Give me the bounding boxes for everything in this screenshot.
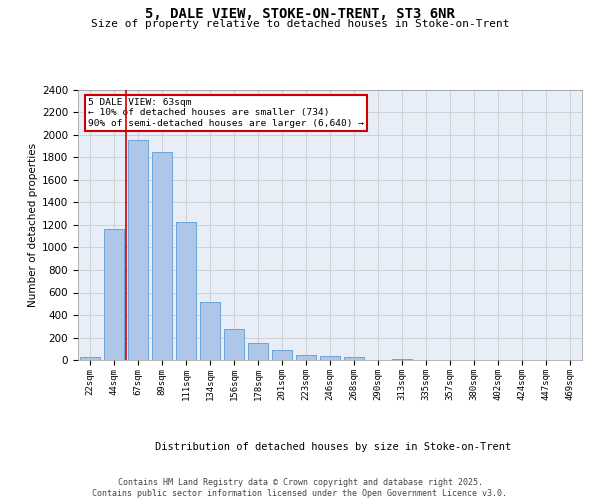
Text: 5, DALE VIEW, STOKE-ON-TRENT, ST3 6NR: 5, DALE VIEW, STOKE-ON-TRENT, ST3 6NR xyxy=(145,8,455,22)
Text: Contains HM Land Registry data © Crown copyright and database right 2025.
Contai: Contains HM Land Registry data © Crown c… xyxy=(92,478,508,498)
Text: Distribution of detached houses by size in Stoke-on-Trent: Distribution of detached houses by size … xyxy=(155,442,511,452)
Bar xyxy=(224,329,244,360)
Bar xyxy=(176,222,196,360)
Bar xyxy=(272,350,292,360)
Bar xyxy=(152,152,172,360)
Bar xyxy=(320,356,340,360)
Text: Size of property relative to detached houses in Stoke-on-Trent: Size of property relative to detached ho… xyxy=(91,19,509,29)
Bar xyxy=(128,140,148,360)
Bar xyxy=(344,357,364,360)
Bar xyxy=(248,342,268,360)
Bar xyxy=(80,356,100,360)
Bar xyxy=(104,230,124,360)
Bar xyxy=(296,355,316,360)
Bar xyxy=(200,302,220,360)
Y-axis label: Number of detached properties: Number of detached properties xyxy=(28,143,38,307)
Text: 5 DALE VIEW: 63sqm
← 10% of detached houses are smaller (734)
90% of semi-detach: 5 DALE VIEW: 63sqm ← 10% of detached hou… xyxy=(88,98,364,128)
